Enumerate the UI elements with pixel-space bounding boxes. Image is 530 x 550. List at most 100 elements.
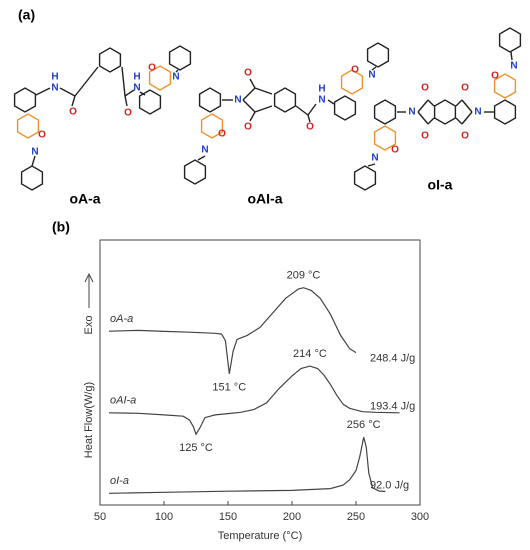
atom-label: O	[124, 108, 132, 119]
bond	[31, 155, 36, 167]
bond	[417, 99, 429, 113]
bond	[427, 99, 435, 107]
ring	[148, 65, 172, 91]
direction-label: Exo	[83, 316, 95, 335]
x-axis-label: Temperature (°C)	[218, 530, 302, 542]
ring	[340, 69, 364, 95]
enthalpy-label: 92.0 J/g	[370, 479, 409, 491]
bond	[307, 114, 311, 123]
atom-label: N	[133, 83, 140, 94]
atom-label: O	[351, 65, 359, 76]
panel-label: (b)	[52, 219, 70, 235]
ring	[200, 113, 224, 139]
atom-label: N	[234, 95, 241, 106]
atom-label: O	[421, 131, 429, 142]
ring	[13, 87, 37, 113]
bond	[455, 99, 463, 107]
atom-label: N	[474, 107, 481, 118]
plot-frame	[99, 239, 421, 506]
x-tick-label: 50	[94, 511, 106, 523]
ring	[198, 87, 222, 113]
compound-label: oI-a	[428, 177, 453, 193]
series-label: oI-a	[110, 475, 129, 487]
atom-label: N	[510, 61, 517, 72]
bond	[254, 105, 273, 113]
bond	[295, 105, 309, 116]
atom-label: N	[201, 145, 208, 156]
bond	[175, 69, 179, 73]
ring	[493, 99, 517, 125]
atom-label: O	[491, 71, 499, 82]
atom-label: O	[38, 130, 46, 141]
series-label: oA-a	[110, 313, 133, 325]
bond	[327, 99, 335, 105]
dsc-curve	[108, 287, 357, 374]
bond	[197, 155, 206, 161]
bond	[121, 66, 126, 97]
bond	[461, 99, 473, 113]
ring	[493, 73, 517, 99]
atom-label: N	[172, 72, 179, 83]
atom-label: O	[244, 122, 252, 133]
bond	[242, 99, 256, 113]
ring	[20, 165, 44, 191]
bond	[461, 111, 473, 125]
ring	[373, 125, 397, 151]
ring	[183, 159, 207, 185]
ring	[273, 87, 297, 113]
atom-label: N	[368, 70, 375, 81]
bond	[35, 87, 51, 96]
bond	[510, 51, 513, 61]
x-tick-label: 300	[411, 511, 429, 523]
ring	[16, 113, 40, 139]
x-tick-label: 250	[347, 511, 365, 523]
bond	[427, 117, 435, 125]
atom-label: H	[318, 84, 325, 95]
bond	[307, 103, 317, 116]
bond	[455, 117, 463, 125]
ring	[498, 27, 522, 53]
atom-label: O	[69, 107, 77, 118]
atom-label: O	[218, 129, 226, 140]
x-tick-label: 150	[219, 511, 237, 523]
compound-label: oA-a	[69, 191, 100, 207]
panel-label: (a)	[18, 7, 35, 23]
ring	[353, 165, 377, 191]
ring	[98, 47, 122, 73]
bond	[249, 111, 256, 122]
atom-label: O	[421, 83, 429, 94]
arrow-head	[84, 272, 94, 283]
atom-label: H	[51, 72, 58, 83]
ring	[168, 45, 192, 71]
bond	[71, 95, 76, 107]
x-tick-label: 100	[155, 511, 173, 523]
bond	[371, 66, 377, 71]
atom-label: N	[31, 147, 38, 158]
atom-label: O	[461, 83, 469, 94]
peak-label: 256 °C	[347, 419, 381, 431]
atom-label: O	[461, 131, 469, 142]
series-label: oAI-a	[110, 395, 136, 407]
atom-label: N	[51, 83, 58, 94]
bond	[249, 78, 256, 89]
dsc-curve	[108, 437, 386, 494]
bond	[367, 163, 376, 167]
bond	[242, 87, 256, 101]
ring	[433, 99, 457, 125]
atom-label: O	[391, 145, 399, 156]
atom-label: N	[371, 153, 378, 164]
atom-label: O	[306, 122, 314, 133]
peak-label: 151 °C	[212, 382, 246, 394]
bond	[139, 91, 146, 96]
bond	[74, 66, 99, 97]
x-tick-label: 200	[283, 511, 301, 523]
ring	[373, 99, 397, 125]
dsc-curve	[108, 365, 400, 436]
atom-label: O	[148, 63, 156, 74]
bond	[417, 111, 429, 125]
bond	[59, 87, 76, 97]
enthalpy-label: 193.4 J/g	[370, 401, 415, 413]
y-axis-label: Heat Flow(W/g)	[83, 382, 95, 458]
peak-label: 125 °C	[179, 442, 213, 454]
